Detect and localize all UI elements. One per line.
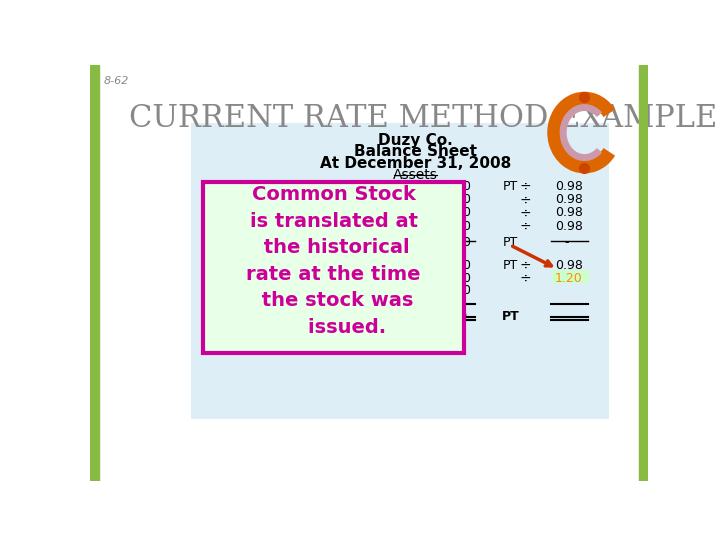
Text: ,000: ,000	[444, 259, 472, 272]
Text: PT: PT	[503, 259, 518, 272]
Text: Duzy Co.: Duzy Co.	[378, 132, 453, 147]
Text: Balance Sheet: Balance Sheet	[354, 144, 477, 159]
Text: ÷: ÷	[520, 193, 531, 207]
Text: Translation Adj.: Translation Adj.	[233, 298, 343, 311]
Text: ÷: ÷	[520, 220, 531, 234]
Text: 0.98: 0.98	[555, 206, 583, 219]
Text: 1.20: 1.20	[555, 272, 582, 285]
Text: -: -	[564, 236, 569, 249]
Text: Total Liabs. & Equities: Total Liabs. & Equities	[233, 309, 390, 323]
Text: 0.98: 0.98	[555, 180, 583, 193]
Text: Common Stock
is translated at
 the historical
rate at the time
 the stock was
  : Common Stock is translated at the histor…	[246, 185, 421, 337]
Text: ,000: ,000	[444, 284, 472, 297]
Text: PT: PT	[503, 309, 520, 323]
Text: ÷: ÷	[520, 206, 531, 220]
Text: CURRENT RATE METHOD EXAMPLE: CURRENT RATE METHOD EXAMPLE	[129, 103, 717, 134]
Text: ,000: ,000	[444, 206, 472, 219]
Text: ÷: ÷	[520, 259, 531, 273]
Text: 8-62: 8-62	[104, 76, 130, 86]
Text: PT: PT	[503, 180, 518, 193]
Text: ÷: ÷	[520, 180, 531, 194]
Text: 0.98: 0.98	[555, 259, 583, 272]
Text: ,000: ,000	[444, 193, 472, 206]
Text: Assets: Assets	[393, 168, 438, 182]
Text: 606,000: 606,000	[410, 309, 467, 323]
Text: 0.98: 0.98	[555, 193, 583, 206]
Bar	[639, 65, 648, 481]
FancyBboxPatch shape	[552, 269, 589, 284]
Text: s and Equities: s and Equities	[377, 248, 465, 261]
Text: ÷: ÷	[520, 272, 531, 286]
Text: ,000: ,000	[444, 220, 472, 233]
FancyBboxPatch shape	[203, 182, 464, 353]
Text: 0.98: 0.98	[555, 220, 583, 233]
Bar	[90, 65, 99, 481]
FancyBboxPatch shape	[191, 123, 609, 419]
Text: ,000: ,000	[444, 180, 472, 193]
Text: ,000: ,000	[444, 236, 472, 249]
Text: PT: PT	[503, 236, 518, 249]
Text: ,000: ,000	[444, 272, 472, 285]
Text: At December 31, 2008: At December 31, 2008	[320, 156, 511, 171]
